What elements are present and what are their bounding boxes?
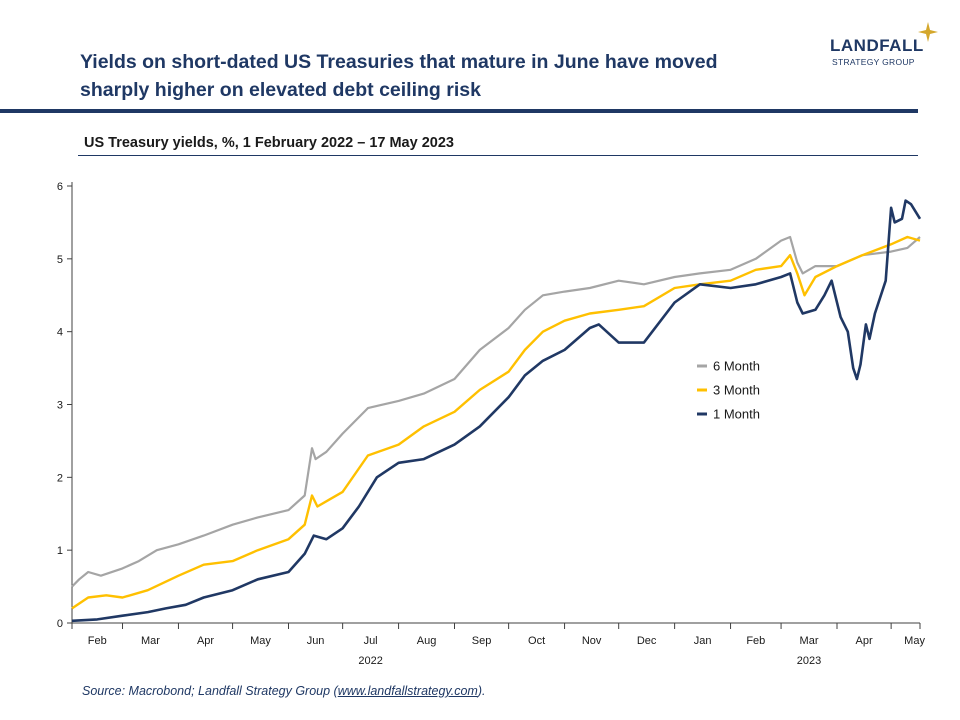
x-tick-label: May xyxy=(250,635,271,647)
x-tick-label: Mar xyxy=(141,635,160,647)
star-sparkle-icon xyxy=(918,22,938,42)
x-tick-label: Apr xyxy=(197,635,214,647)
logo-name: LANDFALL xyxy=(830,36,924,55)
year-label: 2022 xyxy=(358,655,382,667)
source-suffix: ). xyxy=(477,684,486,698)
legend-label: 1 Month xyxy=(713,407,760,422)
title-line-1: Yields on short-dated US Treasuries that… xyxy=(80,51,718,73)
source-note: Source: Macrobond; Landfall Strategy Gro… xyxy=(82,684,485,698)
subtitle-divider xyxy=(78,155,918,156)
x-tick-label: Jun xyxy=(307,635,325,647)
logo-subtitle: STRATEGY GROUP xyxy=(832,57,915,67)
x-tick-label: May xyxy=(904,635,925,647)
y-tick-label: 3 xyxy=(57,400,63,412)
x-tick-label: Feb xyxy=(88,635,107,647)
chart-title: Yields on short-dated US Treasuries that… xyxy=(80,48,800,104)
x-tick-label: Aug xyxy=(417,635,437,647)
x-tick-label: Nov xyxy=(582,635,602,647)
series-line-1-month xyxy=(71,199,922,623)
y-tick-label: 4 xyxy=(57,327,63,339)
x-tick-label: Mar xyxy=(800,635,819,647)
y-tick-label: 1 xyxy=(57,545,63,557)
landfall-logo: LANDFALL STRATEGY GROUP xyxy=(826,22,946,72)
legend-label: 3 Month xyxy=(713,383,760,398)
x-tick-label: Jan xyxy=(694,635,712,647)
x-tick-label: Jul xyxy=(364,635,378,647)
y-tick-label: 0 xyxy=(57,618,63,630)
x-tick-label: Sep xyxy=(472,635,492,647)
x-tick-label: Apr xyxy=(856,635,873,647)
source-link[interactable]: www.landfallstrategy.com xyxy=(337,684,478,698)
source-prefix: Source: Macrobond; Landfall Strategy Gro… xyxy=(82,684,338,698)
y-tick-label: 5 xyxy=(57,254,63,266)
y-tick-label: 6 xyxy=(57,181,63,193)
x-tick-label: Dec xyxy=(637,635,657,647)
line-chart: 0 1 2 3 4 5 6 Feb Mar Apr May Jun Jul Aug Sep Oct Nov Dec… xyxy=(57,181,926,667)
y-tick-label: 2 xyxy=(57,472,63,484)
chart-subtitle: US Treasury yields, %, 1 February 2022 –… xyxy=(84,135,454,151)
x-tick-label: Oct xyxy=(528,635,545,647)
title-line-2: sharply higher on elevated debt ceiling … xyxy=(80,79,481,101)
series-line-3-month xyxy=(71,235,921,610)
year-label: 2023 xyxy=(797,655,821,667)
x-tick-label: Feb xyxy=(746,635,765,647)
legend-label: 6 Month xyxy=(713,359,760,374)
title-divider xyxy=(0,109,918,113)
series-line-6-month xyxy=(71,235,921,588)
